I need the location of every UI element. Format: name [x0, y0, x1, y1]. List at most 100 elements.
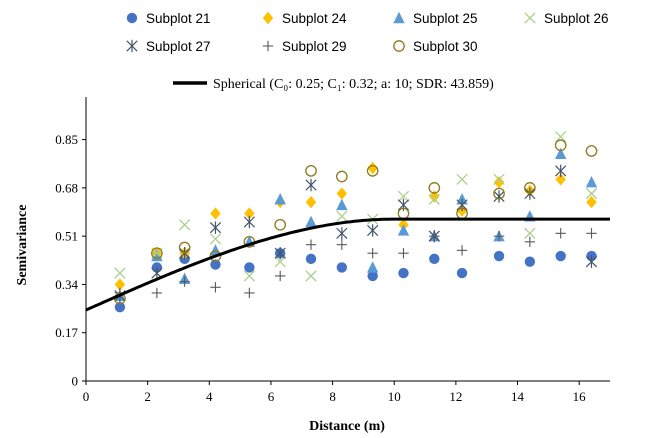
series-subplot-26 — [114, 131, 598, 282]
data-point — [274, 218, 287, 231]
data-point — [428, 193, 440, 205]
x-tick-label: 0 — [83, 389, 90, 404]
legend-item: Subplot 21 — [126, 11, 211, 26]
data-point — [555, 228, 566, 239]
data-point — [305, 253, 317, 265]
legend-label: Subplot 27 — [146, 39, 211, 54]
x-stroke — [274, 256, 286, 268]
legend-item: Subplot 25 — [393, 11, 478, 26]
data-point — [585, 187, 598, 200]
data-point — [209, 250, 222, 262]
legend-item: Subplot 26 — [524, 11, 609, 26]
data-point — [209, 233, 222, 245]
data-point — [336, 187, 348, 200]
data-point — [555, 173, 566, 186]
data-point — [274, 256, 286, 268]
data-point — [586, 195, 597, 209]
x-stroke — [585, 187, 598, 200]
data-point — [151, 247, 163, 260]
y-axis-title: Semivariance — [15, 205, 30, 286]
data-point — [554, 147, 567, 159]
data-point — [244, 262, 255, 273]
data-point — [151, 249, 163, 262]
x-stroke — [524, 12, 536, 24]
legend-item: Subplot 24 — [262, 11, 347, 26]
data-point — [243, 215, 255, 229]
legend-label: Subplot 25 — [413, 11, 478, 26]
data-point — [335, 170, 348, 183]
x-axis-title: Distance (m) — [309, 419, 385, 434]
data-point — [178, 219, 191, 231]
data-point — [243, 270, 256, 282]
data-point — [429, 190, 440, 203]
data-point — [493, 176, 505, 189]
data-point — [209, 221, 222, 234]
x-stroke — [428, 193, 440, 205]
data-point — [305, 195, 317, 209]
data-point — [367, 224, 379, 237]
legend-label: Subplot 29 — [282, 39, 347, 54]
model-curve-group — [85, 217, 610, 312]
data-point — [336, 239, 348, 250]
legend-marker — [262, 11, 274, 25]
x-stroke — [209, 233, 222, 245]
data-point — [456, 173, 468, 186]
data-point — [429, 253, 440, 265]
data-point — [367, 161, 378, 175]
data-point — [151, 287, 163, 299]
data-point — [336, 262, 348, 273]
data-point — [336, 227, 348, 240]
x-stroke — [114, 267, 126, 279]
data-point — [524, 227, 536, 239]
x-tick-label: 2 — [144, 389, 151, 404]
model-curve — [85, 217, 610, 312]
legend-marker — [393, 11, 405, 24]
y-tick-label: 0.68 — [55, 180, 78, 195]
data-point — [274, 193, 286, 205]
series-subplot-24 — [114, 161, 597, 291]
data-point — [305, 164, 317, 177]
x-tick-label: 14 — [511, 389, 525, 404]
x-tick-label: 16 — [573, 389, 587, 404]
data-point — [210, 207, 221, 220]
legend-marker — [126, 12, 138, 24]
data-point — [555, 164, 567, 178]
x-tick-label: 4 — [206, 389, 213, 404]
y-tick-label: 0.34 — [55, 277, 78, 292]
x-tick-label: 10 — [388, 389, 401, 404]
x-tick-label: 12 — [449, 389, 462, 404]
data-point — [305, 239, 317, 250]
data-point — [397, 224, 410, 236]
data-point — [456, 267, 468, 279]
data-point — [305, 178, 317, 192]
data-point — [554, 139, 567, 152]
legend-item: Subplot 29 — [262, 39, 347, 54]
x-stroke — [336, 210, 348, 222]
series-subplot-25 — [114, 147, 598, 301]
data-point — [367, 270, 378, 282]
data-point — [244, 287, 255, 299]
legend-item: Subplot 30 — [393, 39, 478, 54]
legend-marker — [393, 40, 405, 52]
data-point — [397, 198, 410, 212]
legend-label: Subplot 21 — [146, 11, 211, 26]
data-point — [429, 230, 440, 242]
data-point — [493, 173, 505, 186]
data-point — [524, 256, 536, 267]
data-point — [244, 207, 255, 220]
x-stroke — [397, 190, 410, 203]
data-point — [456, 198, 468, 212]
data-point — [305, 215, 317, 228]
legend-marker — [524, 12, 536, 24]
data-point — [585, 145, 598, 157]
data-point — [586, 228, 597, 239]
data-point — [493, 230, 505, 242]
data-point — [178, 241, 191, 254]
data-point — [524, 182, 536, 194]
data-point — [274, 270, 286, 282]
model-legend: Spherical (C₀: 0.25; C₁: 0.32; a: 10; SD… — [173, 77, 494, 92]
data-point — [209, 244, 222, 256]
data-point — [493, 250, 505, 262]
data-point — [274, 247, 286, 260]
legend-item: Subplot 27 — [126, 39, 211, 54]
